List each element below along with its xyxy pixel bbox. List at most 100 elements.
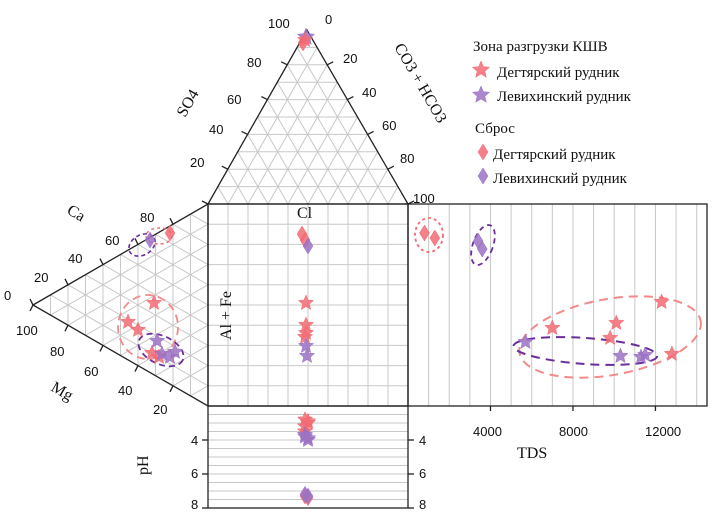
anion-gridline xyxy=(276,81,349,205)
so4-tick-mark xyxy=(241,130,248,135)
ca-tick-60: 60 xyxy=(105,233,119,248)
cation-gridline xyxy=(50,294,209,387)
co3-tick-mark xyxy=(407,200,415,205)
ca-tick-40: 40 xyxy=(68,251,82,266)
so4-tick-mark xyxy=(201,200,209,205)
co3-tick-mark xyxy=(387,165,395,170)
ph-tick-right-4: 4 xyxy=(419,433,426,448)
diamond-cation-marker xyxy=(144,231,156,249)
levikhinsky-tds-ellipse xyxy=(512,336,659,366)
so4-tick-60: 60 xyxy=(227,92,241,107)
ca-axis-title: Ca xyxy=(64,202,88,226)
cation-gridline xyxy=(50,223,209,316)
so4-tick-100: 100 xyxy=(268,16,290,31)
ph-tick-left-8: 8 xyxy=(191,497,198,512)
cation-gridline xyxy=(190,213,209,225)
anion-gridline xyxy=(267,81,338,205)
legend-star-degtyarsky-marker xyxy=(471,60,491,78)
ca-tick-mark xyxy=(29,298,34,306)
ph-tick-left-4: 4 xyxy=(191,433,198,448)
anion-gridline xyxy=(347,151,379,205)
anion-gridline xyxy=(247,64,328,205)
star-cation-marker xyxy=(166,343,184,360)
diamond-tds-marker xyxy=(476,240,488,258)
so4-tick-mark xyxy=(261,96,268,101)
mg-tick-80: 80 xyxy=(50,344,64,359)
diamond-cation-marker xyxy=(164,224,176,242)
ca-tick-80: 80 xyxy=(140,210,154,225)
tds-tick-8000: 8000 xyxy=(559,424,588,439)
star-tds-marker xyxy=(601,329,619,346)
legend-group1-item-levikhinsky: Левихинский рудник xyxy=(497,89,632,105)
legend-star-degtyarsky-icon xyxy=(471,60,491,78)
co3-tick-60: 60 xyxy=(382,118,396,133)
levikhinsky-discharge-cation-ellipse xyxy=(128,233,156,257)
co3-tick-0: 0 xyxy=(325,12,332,27)
tds-axis-title: TDS xyxy=(517,445,547,462)
marker-layer xyxy=(119,27,681,507)
legend: Зона разгрузки КШВ Дегтярский рудник Лев… xyxy=(471,39,632,187)
star-square-marker xyxy=(298,347,316,364)
cation-gridline xyxy=(120,254,209,306)
star-tds-marker xyxy=(612,347,629,364)
star-cation-marker xyxy=(145,294,163,311)
star-ph-marker xyxy=(299,429,317,446)
cation-gridline xyxy=(155,233,209,266)
co3-hco3-axis-title: CO3 + HCO3 xyxy=(391,41,450,127)
co3-tick-mark xyxy=(367,130,374,135)
so4-tick-mark xyxy=(280,61,288,66)
mg-tick-mark xyxy=(99,345,104,352)
legend-diamond-degtyarsky-marker xyxy=(477,143,489,161)
legend-group2-title: Сброс xyxy=(475,121,515,137)
mg-tick-100: 100 xyxy=(16,323,38,338)
ph-tick-left-6: 6 xyxy=(191,466,198,481)
star-tds-marker xyxy=(636,346,654,363)
tds-tick-4000: 4000 xyxy=(473,424,502,439)
star-square-marker xyxy=(297,337,315,354)
star-cation-marker xyxy=(148,332,166,349)
co3-tick-40: 40 xyxy=(362,85,376,100)
mg-tick-40: 40 xyxy=(118,383,132,398)
diamond-tds-marker xyxy=(429,229,441,247)
ph-tick-right-8: 8 xyxy=(419,497,426,512)
star-tds-marker xyxy=(608,314,625,331)
diamond-square-marker xyxy=(302,237,314,255)
mg-axis-title: Mg xyxy=(48,379,76,405)
anion-gridline xyxy=(387,186,399,205)
anion-gridline xyxy=(237,151,269,205)
anion-gridline xyxy=(217,186,229,205)
cation-gridline xyxy=(120,304,209,356)
anion-gridline xyxy=(286,64,369,205)
so4-axis-title: SO4 xyxy=(174,87,203,120)
co3-tick-20: 20 xyxy=(343,51,357,66)
so4-tick-20: 20 xyxy=(190,155,204,170)
ca-tick-mark xyxy=(64,278,69,286)
grid-layer xyxy=(50,46,698,500)
cation-gridline xyxy=(85,274,209,346)
anion-gridline xyxy=(257,116,309,205)
ph-panel-frame xyxy=(207,405,409,509)
mg-tick-60: 60 xyxy=(84,364,98,379)
star-square-marker xyxy=(297,294,315,311)
star-tds-marker xyxy=(517,333,534,350)
star-tds-marker xyxy=(544,319,561,336)
star-ph-marker xyxy=(299,412,317,429)
mg-tick-mark xyxy=(134,365,139,372)
ca-tick-20: 20 xyxy=(34,270,48,285)
co3-tick-mark xyxy=(326,61,334,66)
legend-star-levikhinsky-icon xyxy=(471,85,491,103)
al-fe-axis-title: Al + Fe xyxy=(218,291,235,340)
legend-group1-item-degtyarsky: Дегтярский рудник xyxy=(497,65,620,81)
star-tds-marker xyxy=(653,293,670,310)
co3-tick-mark xyxy=(347,96,354,101)
ph-tick-right-6: 6 xyxy=(419,466,426,481)
legend-group1-title: Зона разгрузки КШВ xyxy=(473,39,608,55)
cl-axis-title: Cl xyxy=(297,205,313,222)
legend-group2-item-levikhinsky: Левихинский рудник xyxy=(493,171,628,187)
degtyarsky-tds-ellipse xyxy=(518,295,702,379)
co3-tick-80: 80 xyxy=(400,151,414,166)
ca-tick-0: 0 xyxy=(4,288,11,303)
mg-tick-20: 20 xyxy=(153,402,167,417)
degtyarsky-cation-ellipse xyxy=(117,294,179,360)
